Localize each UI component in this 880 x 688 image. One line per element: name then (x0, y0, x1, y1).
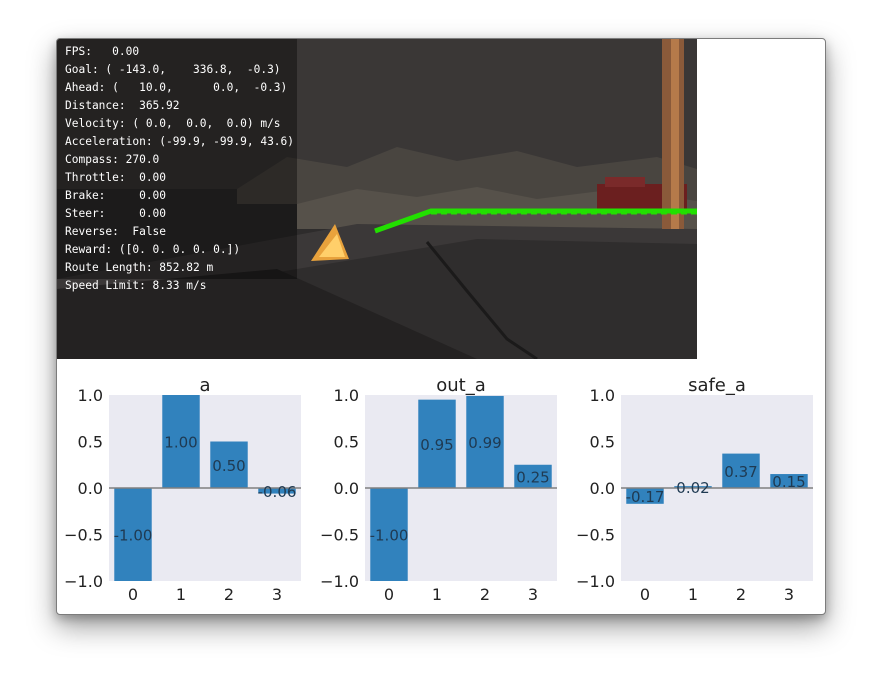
hud-ahead: Ahead: ( 10.0, 0.0, -0.3) (65, 81, 288, 94)
x-tick-label: 0 (640, 585, 650, 604)
bar-1 (162, 395, 200, 488)
x-tick-label: 3 (784, 585, 794, 604)
bar-3 (514, 464, 552, 488)
hud-distance: Distance: 365.92 (65, 99, 180, 112)
hud-brake: Brake: 0.00 (65, 189, 167, 202)
camera-scene (57, 39, 697, 359)
y-tick-label: 0.5 (590, 433, 615, 452)
bar-value-label: 0.99 (468, 434, 501, 452)
hud-goal: Goal: ( -143.0, 336.8, -0.3) (65, 63, 281, 76)
y-tick-label: −0.5 (576, 526, 615, 545)
x-tick-label: 1 (176, 585, 186, 604)
vehicle-hood (57, 269, 477, 359)
bar-value-label: -0.17 (626, 488, 665, 506)
bar-0 (626, 488, 664, 504)
hud-panel: FPS: 0.00 Goal: ( -143.0, 336.8, -0.3) A… (57, 39, 297, 292)
hud-reward: Reward: ([0. 0. 0. 0. 0.]) (65, 243, 241, 256)
bar-2 (722, 453, 760, 488)
bar-0 (370, 488, 408, 581)
bar-0 (114, 488, 152, 581)
action-charts: a 1.0 0.5 0.0 −0.5 −1.0 -1.00 1.00 0.50 -0.06 0 1 2 3… (57, 359, 825, 614)
bar-value-label: 0.37 (724, 463, 757, 481)
bar-value-label: 1.00 (164, 434, 197, 452)
app-window: FPS: 0.00 Goal: ( -143.0, 336.8, -0.3) A… (56, 38, 826, 615)
bar-1 (418, 399, 456, 488)
chart-title: a (199, 375, 210, 396)
hud-fps: FPS: 0.00 (65, 45, 140, 58)
bar-value-label: -0.06 (258, 483, 297, 501)
bar-value-label: 0.02 (676, 479, 709, 497)
y-tick-label: 0.0 (78, 479, 103, 498)
hud-steer: Steer: 0.00 (65, 207, 167, 220)
bar-3 (770, 474, 808, 488)
y-tick-label: 0.5 (78, 433, 103, 452)
bar-value-label: 0.50 (212, 457, 245, 475)
chart-a: a 1.0 0.5 0.0 −0.5 −1.0 -1.00 1.00 0.50 -0.06 0 1 2 3 (64, 375, 301, 604)
y-tick-label: 1.0 (590, 386, 615, 405)
bar-1 (674, 486, 712, 488)
y-tick-label: −1.0 (576, 572, 615, 591)
bar-value-label: 0.25 (516, 468, 549, 486)
hud-acceleration: Acceleration: (-99.9, -99.9, 43.6) (65, 135, 295, 148)
hud-speed-limit: Speed Limit: 8.33 m/s (65, 279, 207, 292)
y-tick-label: 0.0 (334, 479, 359, 498)
hud-route-length: Route Length: 852.82 m (65, 261, 214, 274)
tree-line (237, 147, 697, 204)
x-tick-label: 0 (384, 585, 394, 604)
x-tick-label: 1 (688, 585, 698, 604)
hud-velocity: Velocity: ( 0.0, 0.0, 0.0) m/s (65, 117, 281, 130)
utility-pole-highlight (671, 39, 679, 229)
y-tick-label: −0.5 (64, 526, 103, 545)
x-tick-label: 3 (528, 585, 538, 604)
bar-value-label: 0.95 (420, 436, 453, 454)
y-tick-label: 1.0 (78, 386, 103, 405)
chart-safe-a: safe_a 1.0 0.5 0.0 −0.5 −1.0 -0.17 0.02 0.37 0.15… (576, 375, 813, 604)
x-tick-label: 2 (480, 585, 490, 604)
bar-3 (258, 488, 296, 494)
x-tick-label: 3 (272, 585, 282, 604)
y-tick-label: −1.0 (64, 572, 103, 591)
y-tick-label: 1.0 (334, 386, 359, 405)
y-tick-label: −0.5 (320, 526, 359, 545)
y-tick-label: 0.5 (334, 433, 359, 452)
hud-throttle: Throttle: 0.00 (65, 171, 167, 184)
y-tick-label: 0.0 (590, 479, 615, 498)
camera-view: FPS: 0.00 Goal: ( -143.0, 336.8, -0.3) A… (57, 39, 697, 359)
y-tick-label: −1.0 (320, 572, 359, 591)
action-charts-svg: a1.00.50.0−0.5−1.0-1.001.000.50-0.060 1 2 3… (64, 375, 813, 604)
bar-2 (466, 395, 504, 488)
bar-2 (210, 441, 248, 488)
bar-value-label: -1.00 (114, 527, 153, 545)
road-edge (425, 241, 538, 359)
bar-value-label: 0.15 (772, 473, 805, 491)
hud-reverse: Reverse: False (65, 225, 167, 238)
red-vehicle-roof (605, 177, 645, 187)
bar-value-label: -1.00 (370, 527, 409, 545)
hud-compass: Compass: 270.0 (65, 153, 160, 166)
x-tick-label: 2 (736, 585, 746, 604)
x-tick-label: 0 (128, 585, 138, 604)
x-tick-label: 2 (224, 585, 234, 604)
chart-title: safe_a (688, 375, 746, 396)
telemetry-list: FPS: 0.00 Goal: ( -143.0, 336.8, -0.3) A… (65, 43, 294, 295)
traffic-cone-highlight (319, 234, 345, 257)
x-tick-label: 1 (432, 585, 442, 604)
chart-out-a: out_a 1.0 0.5 0.0 −0.5 −1.0 -1.00 0.95 0.99 0.25 0… (320, 375, 557, 604)
chart-title: out_a (436, 375, 486, 396)
